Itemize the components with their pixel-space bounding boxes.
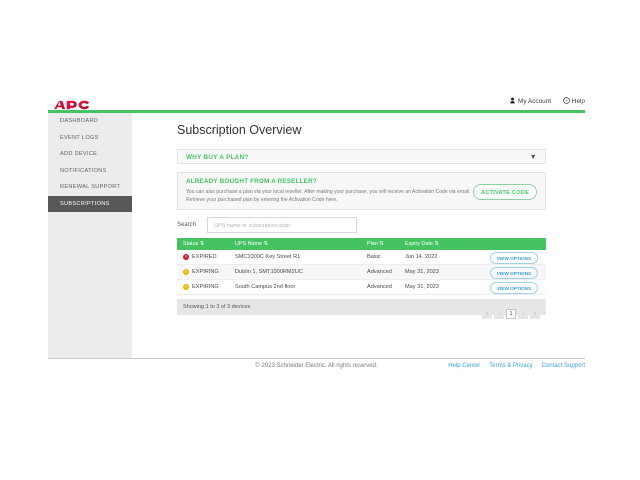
svg-text:?: ? bbox=[565, 98, 567, 102]
